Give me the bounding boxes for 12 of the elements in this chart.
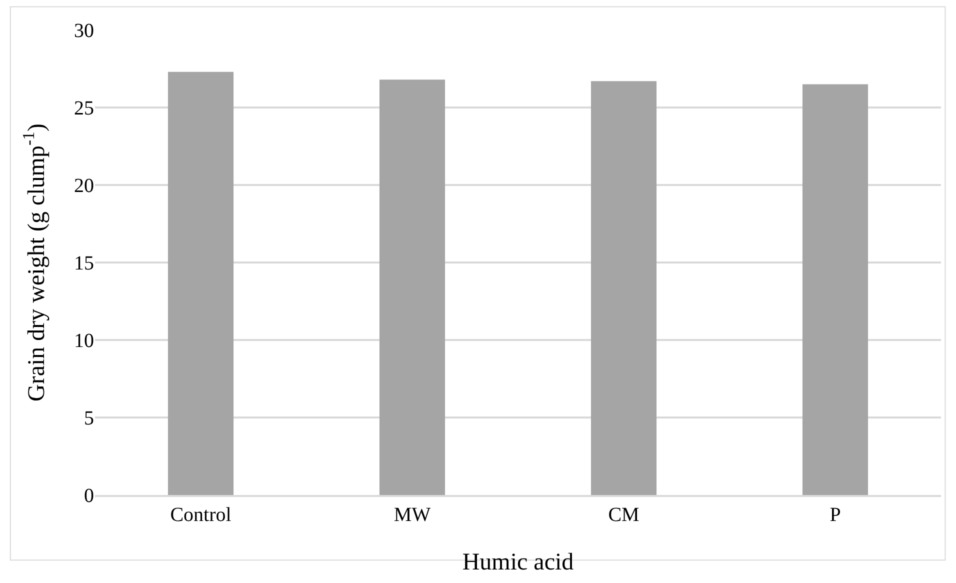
y-tick-label: 5 [84, 408, 94, 430]
x-tick-label: Control [170, 504, 232, 526]
x-tick-label: MW [394, 504, 431, 526]
y-tick-label: 15 [74, 252, 94, 274]
y-tick-label: 30 [74, 20, 94, 42]
x-tick-label: CM [608, 504, 640, 526]
y-tick-label: 0 [84, 485, 94, 507]
y-tick-label: 25 [74, 98, 94, 120]
x-tick-label: P [830, 504, 841, 526]
y-tick-label: 10 [74, 330, 94, 352]
y-tick-label: 20 [74, 175, 94, 197]
x-axis-title: Humic acid [462, 550, 574, 576]
